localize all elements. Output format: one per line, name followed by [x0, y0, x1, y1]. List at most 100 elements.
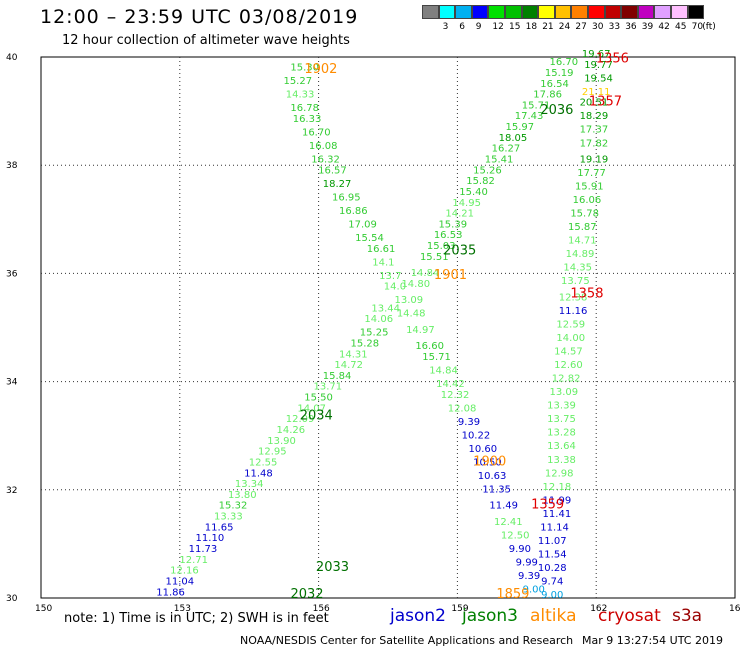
legend-bin-label: 27: [575, 22, 587, 32]
wave-height-value: 14.89: [566, 249, 595, 260]
wave-height-value: 16.86: [339, 206, 368, 217]
wave-height-value: 9.99: [516, 558, 538, 569]
wave-height-value: 12.60: [554, 360, 583, 371]
wave-height-value: 16.33: [293, 114, 322, 125]
legend-swatch: [438, 5, 456, 19]
wave-height-value: 13.09: [394, 295, 423, 306]
wave-height-value: 9.39: [458, 417, 480, 428]
pass-number: 1902: [304, 62, 337, 77]
wave-height-value: 12.09: [286, 414, 315, 425]
wave-height-value: 12.16: [170, 566, 199, 577]
wave-height-value: 9.00: [541, 590, 563, 601]
wave-height-value: 11.14: [540, 522, 569, 533]
wave-height-value: 17.09: [348, 219, 377, 230]
pass-number: 2034: [300, 408, 333, 423]
wave-height-value: 15.87: [568, 222, 597, 233]
wave-height-value: 12.41: [494, 517, 523, 528]
wave-height-value: 13.33: [214, 512, 243, 523]
wave-height-value: 11.49: [489, 501, 518, 512]
wave-height-value: 11.86: [156, 587, 185, 598]
wave-height-value: 15.71: [522, 100, 551, 111]
legend-bin-label: 39: [641, 22, 654, 32]
wave-height-value: 18.29: [580, 111, 609, 122]
wave-height-value: 13.38: [547, 455, 576, 466]
legend-swatch: [587, 5, 605, 19]
wave-height-value: 12.55: [249, 457, 278, 468]
legend-swatch: [571, 5, 588, 19]
wave-height-value: 15.27: [283, 76, 312, 87]
wave-height-value: 15.78: [570, 209, 599, 220]
wave-height-value: 15.50: [304, 393, 333, 404]
wave-height-value: 15.71: [422, 352, 451, 363]
wave-height-value: 16.27: [492, 144, 521, 155]
legend-swatch: [538, 5, 555, 19]
pass-number: 1358: [570, 287, 603, 302]
legend-labels: 3 6 9 12 15 18 21 24 27 30 33 36 39 42 45 70 (ft): [422, 22, 732, 36]
pass-number: 2035: [443, 243, 476, 258]
wave-height-value: 13.09: [549, 387, 578, 398]
legend-swatch: [554, 5, 572, 19]
wave-height-value: 14.57: [554, 347, 583, 358]
legend-swatch: [637, 5, 655, 19]
wave-height-value: 15.91: [575, 182, 604, 193]
wave-height-value: 14.26: [277, 425, 306, 436]
legend-bin-label: 36: [625, 22, 637, 32]
wave-height-value: 19.67: [582, 49, 611, 60]
pass-number: 1859: [496, 587, 529, 602]
legend-swatch: [471, 5, 489, 19]
wave-height-value: 15.30: [290, 63, 319, 74]
plot-frame: [40, 56, 736, 599]
pass-labels: 1356 1357 1358 1359 1902 1901 1900 1859 2036 2035…: [290, 51, 628, 602]
wave-height-value: 14.72: [334, 360, 363, 371]
pass-number: 1356: [596, 51, 629, 66]
wave-height-value: 15.82: [466, 176, 495, 187]
wave-height-value: 13.64: [547, 441, 576, 452]
wave-height-value: 18.27: [323, 179, 352, 190]
legend-swatch: [455, 5, 472, 19]
wave-height-value: 17.82: [580, 138, 609, 149]
page-title: 12:00 – 23:59 UTC 03/08/2019: [40, 6, 359, 28]
generated-timestamp: Mar 9 13:27:54 UTC 2019: [582, 634, 723, 647]
legend-unit: (ft): [702, 22, 716, 32]
wave-height-value: 12.50: [501, 530, 530, 541]
pass-number: 1357: [589, 95, 622, 110]
wave-height-value: 13.28: [547, 428, 576, 439]
wave-height-value: 13.75: [561, 276, 590, 287]
wave-height-value: 15.25: [360, 328, 389, 339]
wave-height-value: 16.60: [415, 341, 444, 352]
legend-swatch: [621, 5, 638, 19]
legend-jason2: jason2: [390, 606, 446, 626]
y-tick-label: 34: [6, 378, 18, 388]
legend-cryosat: cryosat: [598, 606, 661, 626]
page-subtitle: 12 hour collection of altimeter wave hei…: [62, 33, 350, 48]
wave-height-value: 12.32: [441, 390, 470, 401]
legend-swatch: [488, 5, 505, 19]
wave-height-value: 14.84: [411, 268, 440, 279]
legend-bin-label: 21: [542, 22, 554, 32]
wave-height-value: 19.19: [580, 154, 609, 165]
wave-height-value: 12.18: [543, 482, 572, 493]
wave-height-value: 21.11: [582, 87, 611, 98]
wave-height-value: 15.51: [420, 252, 449, 263]
wave-height-value: 13.34: [235, 479, 264, 490]
pass-number: 2036: [540, 103, 573, 118]
wave-height-value: 12.59: [556, 320, 585, 331]
wave-height-value: 13.44: [371, 303, 400, 314]
wave-height-value: 10.63: [478, 471, 507, 482]
legend-swatch: [654, 5, 671, 19]
wave-height-value: 16.95: [332, 192, 361, 203]
wave-height-value: 14.07: [297, 403, 326, 414]
legend-altika: altika: [530, 606, 577, 626]
wave-height-value: 12.71: [179, 555, 208, 566]
wave-height-value: 14.06: [364, 314, 393, 325]
y-tick-label: 30: [6, 594, 18, 604]
wave-height-value: 11.65: [205, 522, 234, 533]
wave-height-value: 13.71: [314, 382, 343, 393]
wave-height-value: 15.54: [355, 233, 384, 244]
wave-height-value: 14.95: [452, 198, 481, 209]
footer-note: note: 1) Time is in UTC; 2) SWH is in fe…: [64, 611, 329, 626]
y-tick-label: 40: [6, 53, 18, 63]
wave-height-value: 11.35: [482, 485, 511, 496]
